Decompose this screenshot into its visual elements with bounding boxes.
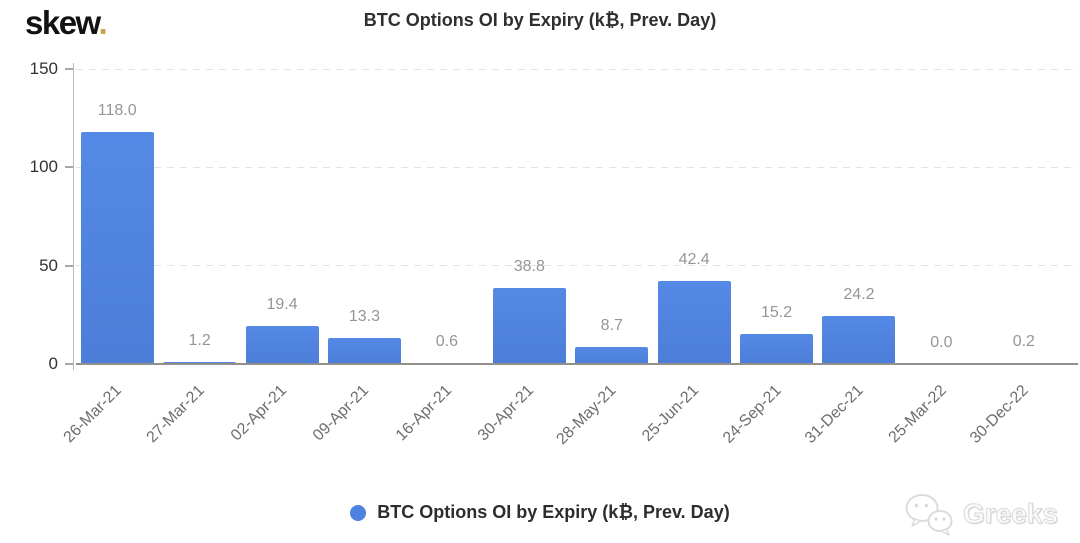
bar-value-label: 8.7 — [600, 316, 623, 334]
legend: BTC Options OI by Expiry (k₿, Prev. Day) — [0, 502, 1080, 523]
bar — [575, 346, 649, 364]
y-axis-label: 50 — [39, 255, 58, 275]
legend-marker-icon — [350, 504, 367, 521]
y-gridline — [76, 166, 1078, 168]
bar — [163, 361, 237, 364]
bar — [657, 280, 731, 364]
x-tick-label: 31-Dec-21 — [802, 382, 868, 447]
wechat-icon — [905, 494, 953, 536]
y-axis-label: 150 — [29, 59, 58, 78]
x-tick-label: 25-Jun-21 — [639, 382, 703, 445]
x-tick-label: 28-May-21 — [553, 382, 620, 449]
bar — [80, 131, 154, 364]
bar-value-label: 38.8 — [513, 257, 545, 275]
y-axis-tick — [65, 264, 74, 267]
y-axis-line — [73, 63, 74, 370]
bar — [822, 316, 896, 364]
x-tick-label: 27-Mar-21 — [143, 382, 208, 447]
legend-label: BTC Options OI by Expiry (k₿, Prev. Day) — [377, 502, 730, 522]
y-axis-tick — [65, 166, 74, 169]
y-axis-tick — [65, 363, 74, 365]
bar-value-label: 0.0 — [930, 334, 953, 351]
watermark: Greeks — [903, 490, 1058, 538]
bar-value-label: 24.2 — [843, 286, 875, 304]
x-tick-label: 02-Apr-21 — [227, 382, 291, 445]
x-tick-label: 16-Apr-21 — [392, 382, 455, 445]
x-tick-label: 30-Apr-21 — [474, 382, 538, 445]
bar — [492, 287, 566, 364]
x-tick-label: 24-Sep-21 — [719, 382, 785, 447]
x-axis-line — [76, 363, 1078, 365]
y-gridline — [76, 265, 1078, 267]
x-tick-label: 30-Dec-22 — [967, 382, 1032, 447]
x-tick-label: 09-Apr-21 — [310, 382, 373, 445]
skew-logo-text: skew — [25, 4, 100, 41]
y-axis-tick — [65, 68, 74, 70]
bar-value-label: 0.2 — [1012, 333, 1035, 350]
bar — [740, 334, 814, 364]
chart-title: BTC Options OI by Expiry (k₿, Prev. Day) — [363, 10, 717, 30]
y-axis-label: 0 — [48, 354, 58, 373]
bar-value-label: 118.0 — [97, 101, 137, 119]
bar-value-label: 42.4 — [678, 250, 710, 268]
bar — [245, 325, 319, 364]
y-axis-label: 100 — [29, 157, 58, 177]
skew-logo-dot: . — [98, 4, 108, 41]
y-gridline — [76, 68, 1078, 70]
x-tick-label: 26-Mar-21 — [61, 382, 126, 447]
skew-logo: skew. — [25, 4, 108, 42]
bar-value-label: 0.6 — [435, 332, 458, 350]
bar-value-label: 13.3 — [348, 307, 381, 325]
x-tick-label: 25-Mar-22 — [885, 382, 950, 447]
bar-value-label: 19.4 — [266, 295, 298, 313]
bar — [327, 337, 401, 364]
bar-value-label: 1.2 — [188, 331, 211, 349]
bar-value-label: 15.2 — [760, 304, 793, 322]
watermark-text: Greeks — [963, 498, 1059, 530]
